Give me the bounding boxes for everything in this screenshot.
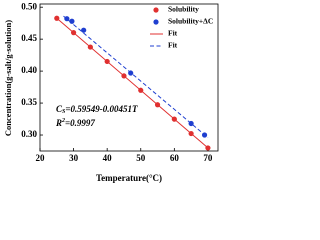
y-tick-label: 0.45: [21, 33, 37, 43]
legend-marker: [153, 19, 159, 25]
legend-label: Solubility+ΔC: [168, 17, 213, 26]
x-tick-label: 60: [170, 153, 180, 163]
chart: Temperature(°C) Concentration(g-salt/g-s…: [3, 1, 219, 183]
legend-label: Fit: [168, 41, 178, 50]
y-axis-label: Concentration(g-salt/g-solution): [3, 20, 13, 136]
y-tick-label: 0.40: [21, 65, 37, 75]
annotation-part: S: [62, 109, 66, 115]
annotation-part: R: [55, 118, 62, 128]
annotation: CS=0.59549-0.00451T: [56, 104, 138, 115]
annotation-part: =0.9997: [65, 118, 95, 128]
x-tick-label: 20: [36, 153, 46, 163]
annotation: R2=0.9997: [55, 118, 95, 128]
legend-marker: [153, 7, 159, 13]
y-tick-label: 0.30: [21, 129, 37, 139]
fit-line: [56, 17, 209, 149]
x-tick-label: 30: [69, 153, 79, 163]
x-tick-label: 70: [203, 153, 213, 163]
plot-frame: [39, 3, 219, 152]
legend-label: Fit: [168, 29, 178, 38]
annotation-part: =0.59549-0.00451T: [65, 104, 138, 114]
annotation-part: 2: [61, 118, 65, 124]
x-tick-label: 50: [136, 153, 146, 163]
x-axis-label: Temperature(°C): [96, 173, 162, 183]
annotation-part: C: [56, 104, 63, 114]
fit-line: [63, 15, 209, 138]
legend-label: Solubility: [168, 5, 199, 14]
x-tick-label: 40: [103, 153, 113, 163]
y-tick-label: 0.50: [21, 1, 37, 11]
y-tick-label: 0.35: [21, 97, 37, 107]
data-point: [81, 27, 87, 33]
